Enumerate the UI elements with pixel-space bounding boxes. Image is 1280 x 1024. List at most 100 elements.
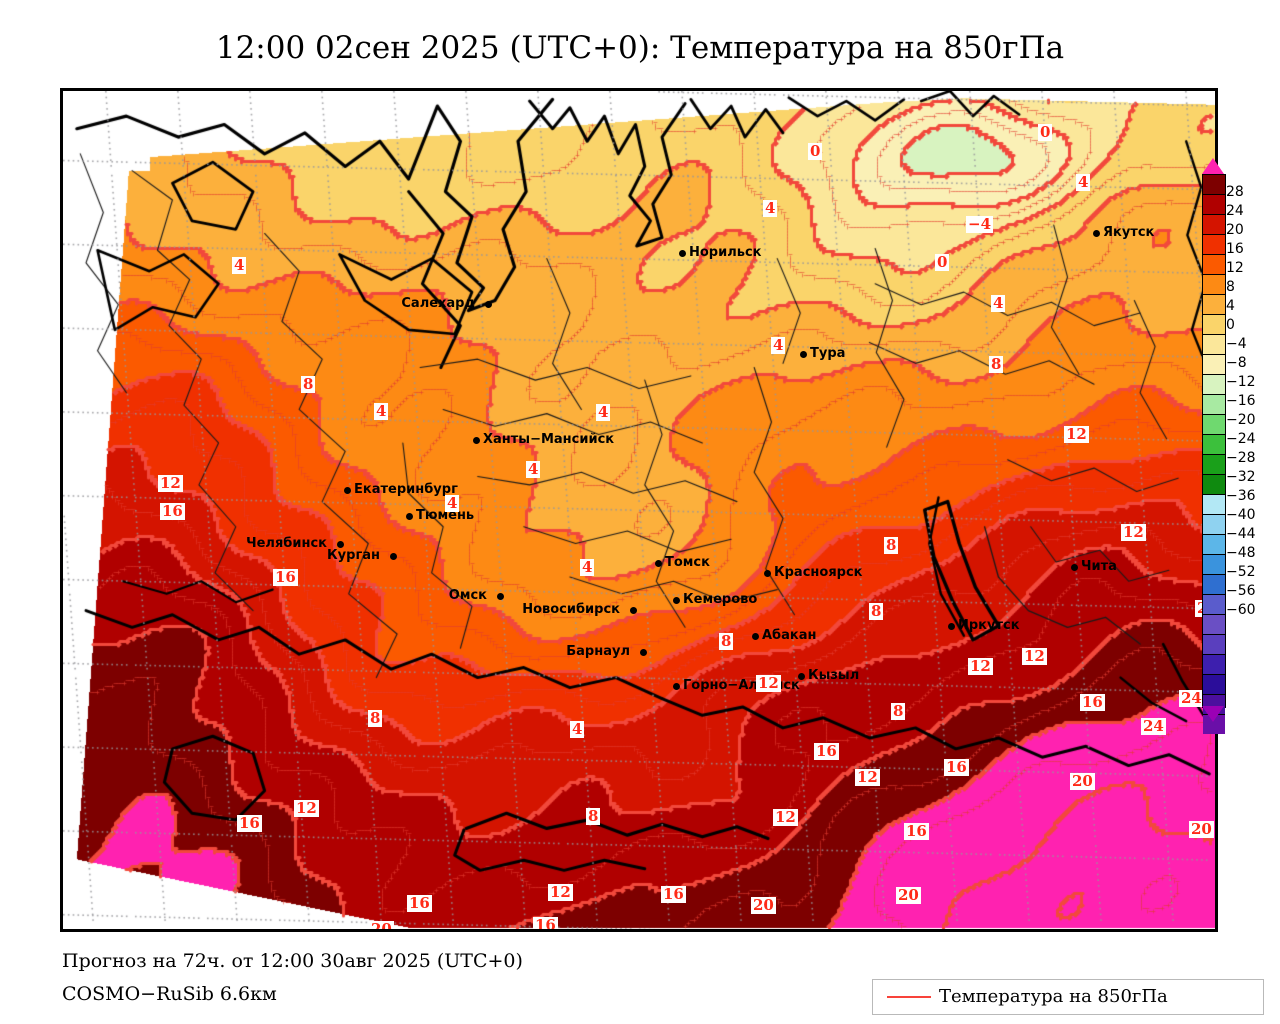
colorbar-band	[1203, 374, 1225, 394]
contour-label: 8	[891, 702, 906, 720]
contour-label: 4	[570, 720, 585, 738]
colorbar-tick-label: 28	[1226, 184, 1244, 200]
contour-label: 0	[808, 142, 823, 160]
colorbar-tick-label: 12	[1226, 260, 1244, 276]
city-dot-icon	[406, 513, 413, 520]
contour-label: 4	[763, 199, 778, 217]
city-dot-icon	[630, 607, 637, 614]
city-dot-icon	[344, 487, 351, 494]
colorbar-band	[1203, 634, 1225, 654]
city-label: Якутск	[1103, 225, 1155, 240]
contour-label: 20	[896, 886, 921, 904]
contour-label: 12	[1064, 425, 1089, 443]
contour-label: 20	[1189, 820, 1214, 838]
contour-label: 8	[301, 375, 316, 393]
contour-label: 4	[991, 294, 1006, 312]
contour-label: 0	[935, 253, 950, 271]
colorbar-tick-label: 24	[1226, 203, 1244, 219]
colorbar-band	[1203, 394, 1225, 414]
legend-line-swatch	[887, 996, 931, 998]
colorbar-band	[1203, 234, 1225, 254]
temperature-field-canvas	[63, 91, 1215, 929]
contour-label: 16	[237, 814, 262, 832]
colorbar-band	[1203, 414, 1225, 434]
city-label: Томск	[665, 555, 710, 570]
city-label: Абакан	[762, 628, 817, 643]
colorbar-tick-label: −60	[1226, 602, 1256, 618]
contour-label: 12	[968, 657, 993, 675]
city-label: Курган	[327, 548, 380, 563]
city-label: Салехард	[401, 296, 475, 311]
contour-label: 16	[273, 568, 298, 586]
contour-label: 24	[1179, 689, 1204, 707]
colorbar-tick-label: −4	[1226, 336, 1247, 352]
city-dot-icon	[1071, 564, 1078, 571]
colorbar-band	[1203, 254, 1225, 274]
city-label: Чита	[1081, 559, 1117, 574]
contour-label: 12	[158, 474, 183, 492]
city-dot-icon	[673, 683, 680, 690]
colorbar-over-arrow-icon	[1202, 158, 1224, 174]
colorbar-tick-label: −52	[1226, 564, 1256, 580]
colorbar-band	[1203, 294, 1225, 314]
colorbar-band	[1203, 474, 1225, 494]
contour-label: 4	[232, 256, 247, 274]
contour-label: 12	[756, 674, 781, 692]
city-dot-icon	[655, 560, 662, 567]
colorbar-band	[1203, 594, 1225, 614]
contour-label: 12	[294, 799, 319, 817]
contour-label: 4	[580, 558, 595, 576]
colorbar-tick-label: −28	[1226, 450, 1256, 466]
contour-label: 20	[1070, 772, 1095, 790]
contour-label: 16	[661, 885, 686, 903]
contour-label: 0	[1038, 123, 1053, 141]
contour-label: 8	[884, 536, 899, 554]
contour-label: 4	[771, 336, 786, 354]
city-label: Тура	[810, 346, 846, 361]
colorbar-tick-label: −20	[1226, 412, 1256, 428]
colorbar-tick-label: 20	[1226, 222, 1244, 238]
contour-label: 16	[904, 822, 929, 840]
colorbar-band	[1203, 674, 1225, 694]
city-label: Тюмень	[416, 508, 475, 523]
colorbar-tick-label: −56	[1226, 583, 1256, 599]
model-info: COSMO−RuSib 6.6км	[62, 983, 277, 1005]
contour-label: 8	[368, 709, 383, 727]
city-label: Ханты−Мансийск	[483, 432, 615, 447]
city-label: Норильск	[689, 245, 762, 260]
contour-label: 16	[944, 758, 969, 776]
contour-label: 4	[526, 460, 541, 478]
contour-label: 16	[407, 894, 432, 912]
contour-label: 4	[1076, 173, 1091, 191]
city-dot-icon	[764, 570, 771, 577]
city-dot-icon	[800, 351, 807, 358]
colorbar-tick-label: −48	[1226, 545, 1256, 561]
colorbar-band	[1203, 274, 1225, 294]
city-dot-icon	[337, 541, 344, 548]
city-label: Иркутск	[958, 618, 1020, 633]
colorbar-under-arrow-icon	[1202, 706, 1224, 722]
colorbar-tick-label: 4	[1226, 298, 1235, 314]
colorbar-tick-label: −36	[1226, 488, 1256, 504]
contour-label: 12	[1121, 523, 1146, 541]
contour-label: 24	[1141, 717, 1166, 735]
city-dot-icon	[752, 633, 759, 640]
contour-label: 8	[989, 355, 1004, 373]
colorbar-band	[1203, 514, 1225, 534]
colorbar-band	[1203, 314, 1225, 334]
colorbar: 28 24 20 16 12 8 4 0 −4 −8 −12 −16 −20 −24 −28 −32 −36 −4…	[1202, 158, 1278, 734]
contour-label: 12	[548, 883, 573, 901]
city-label: Барнаул	[566, 644, 630, 659]
weather-map[interactable]: Норильск Салехард Якутск Тура Ханты−Мансийск…	[60, 88, 1218, 932]
contour-label: 12	[855, 768, 880, 786]
city-label: Омск	[448, 588, 487, 603]
city-dot-icon	[640, 649, 647, 656]
contour-label: 12	[773, 808, 798, 826]
city-dot-icon	[497, 593, 504, 600]
city-label: Кызыл	[808, 668, 860, 683]
contour-label: 16	[160, 502, 185, 520]
city-label: Челябинск	[246, 536, 327, 551]
colorbar-band	[1203, 654, 1225, 674]
city-label: Новосибирск	[522, 602, 620, 617]
colorbar-band	[1203, 534, 1225, 554]
